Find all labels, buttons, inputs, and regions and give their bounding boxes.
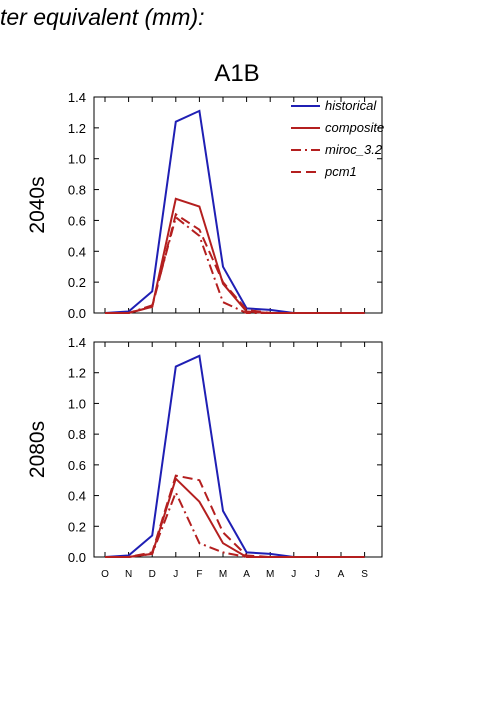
y-tick-label: 1.0: [68, 152, 86, 167]
legend: historical composite miroc_3.2 pcm1: [291, 98, 384, 179]
y-tick-label: 0.8: [68, 183, 86, 198]
series-line-pcm1: [105, 474, 365, 558]
y-tick-label: 1.4: [68, 335, 86, 350]
header-text: ter equivalent (mm):: [0, 4, 205, 30]
chart-title: A1B: [214, 60, 259, 87]
series-line-miroc-3-2: [105, 215, 365, 314]
x-tick-label: N: [125, 569, 132, 580]
y-tick-label: 1.2: [68, 121, 86, 136]
y-tick-label: 1.4: [68, 90, 86, 105]
y-tick-label: 0.6: [68, 213, 86, 228]
legend-label: miroc_3.2: [325, 142, 383, 157]
x-tick-label: A: [243, 569, 250, 580]
x-tick-label: M: [266, 569, 274, 580]
y-tick-label: 0.4: [68, 489, 86, 504]
y-tick-label: 0.6: [68, 458, 86, 473]
legend-label: pcm1: [324, 164, 357, 179]
panel-2080s: 0.0 0.2 0.4 0.6 0.8 1.0 1.2 1.4 O N D J F M A M J J A S 2080…: [26, 335, 383, 580]
x-tick-label: J: [291, 569, 296, 580]
panel-2040s: 0.0 0.2 0.4 0.6 0.8 1.0 1.2 1.4 2040s historical c…: [26, 90, 384, 321]
x-tick-label: J: [173, 569, 178, 580]
series-line-miroc-3-2: [105, 489, 365, 558]
y-tick-label: 0.2: [68, 519, 86, 534]
legend-label: composite: [325, 120, 384, 135]
y-tick-label: 1.0: [68, 396, 86, 411]
y-tick-label: 0.8: [68, 427, 86, 442]
x-tick-label: M: [219, 569, 227, 580]
x-tick-label: F: [196, 569, 202, 580]
x-tick-label: J: [315, 569, 320, 580]
y-tick-label: 0.4: [68, 244, 86, 259]
legend-label: historical: [325, 98, 377, 113]
x-tick-label: D: [149, 569, 156, 580]
y-tick-label: 0.0: [68, 550, 86, 565]
y-tick-label: 0.2: [68, 275, 86, 290]
series-line-historical: [104, 354, 365, 558]
panels-layer: 0.0 0.2 0.4 0.6 0.8 1.0 1.2 1.4 2040s historical c…: [26, 90, 384, 580]
x-tick-label: S: [361, 569, 368, 580]
x-tick-label: A: [338, 569, 345, 580]
x-tick-label: O: [101, 569, 109, 580]
y-tick-label: 0.0: [68, 306, 86, 321]
y-tick-label: 1.2: [68, 366, 86, 381]
plot-frame: [93, 341, 383, 558]
series-line-pcm1: [105, 212, 365, 314]
panel-label: 2080s: [26, 421, 49, 478]
panel-label: 2040s: [26, 176, 49, 233]
plot-frame: [93, 96, 383, 314]
